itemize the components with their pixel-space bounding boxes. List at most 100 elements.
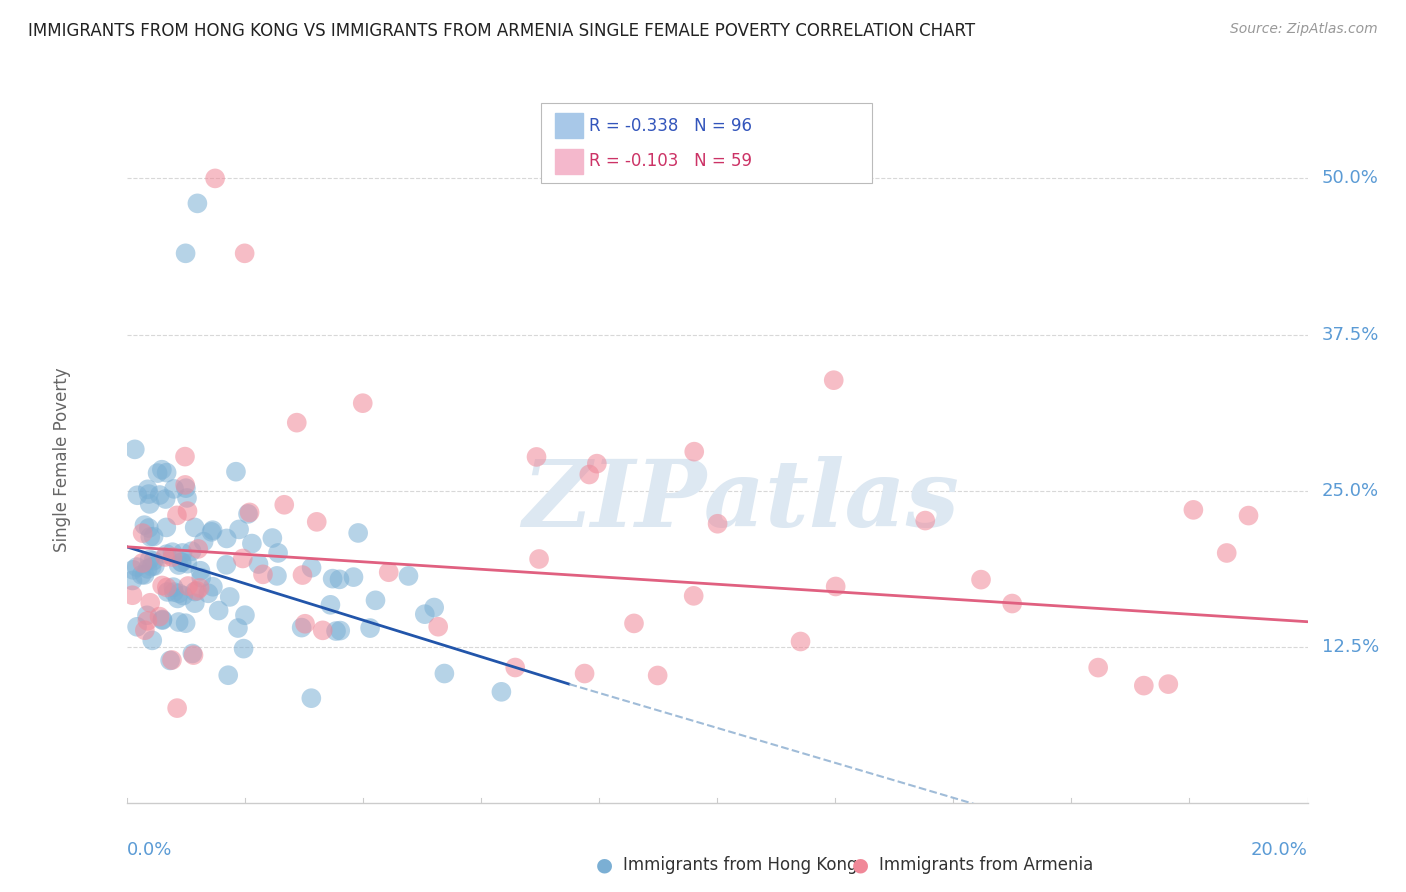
Text: 0.0%: 0.0% xyxy=(127,840,172,859)
Point xyxy=(139,596,162,610)
Point xyxy=(186,583,208,598)
Point xyxy=(201,523,224,537)
Point xyxy=(427,620,450,634)
Point xyxy=(319,598,342,612)
Point xyxy=(491,685,513,699)
Point xyxy=(162,550,184,565)
Point xyxy=(156,580,179,594)
Point xyxy=(138,487,160,501)
Point xyxy=(183,520,205,534)
Point xyxy=(153,549,176,564)
Point xyxy=(162,545,184,559)
Point xyxy=(138,552,160,566)
Text: ●: ● xyxy=(596,855,613,875)
Point xyxy=(586,457,609,471)
Point xyxy=(172,589,194,603)
Point xyxy=(155,491,177,506)
Text: 25.0%: 25.0% xyxy=(1322,482,1379,500)
Point xyxy=(131,526,153,541)
Point xyxy=(174,616,197,631)
Point xyxy=(159,653,181,667)
Point xyxy=(166,701,188,715)
Point xyxy=(134,518,156,533)
Point xyxy=(197,586,219,600)
Point xyxy=(186,196,208,211)
Point xyxy=(176,557,198,571)
Point xyxy=(181,647,204,661)
Point xyxy=(225,465,247,479)
Point xyxy=(325,624,347,638)
Point xyxy=(162,580,184,594)
Point xyxy=(527,552,550,566)
Point xyxy=(706,516,728,531)
Point xyxy=(122,563,145,577)
Point xyxy=(131,556,153,570)
Point xyxy=(176,504,198,518)
Point xyxy=(138,521,160,535)
Point xyxy=(377,565,399,579)
Point xyxy=(215,532,238,546)
Point xyxy=(136,483,159,497)
Point xyxy=(285,416,308,430)
Point xyxy=(150,463,173,477)
Point xyxy=(139,530,162,544)
Point xyxy=(125,560,148,574)
Text: Single Female Poverty: Single Female Poverty xyxy=(52,368,70,551)
Text: R = -0.338   N = 96: R = -0.338 N = 96 xyxy=(589,117,752,135)
Text: Immigrants from Armenia: Immigrants from Armenia xyxy=(879,856,1092,874)
Point xyxy=(190,564,212,578)
Point xyxy=(193,534,215,549)
Point xyxy=(574,666,596,681)
Point xyxy=(1087,660,1109,674)
Point xyxy=(152,613,174,627)
Point xyxy=(329,624,352,638)
Point xyxy=(232,551,254,566)
Point xyxy=(215,558,238,572)
Point xyxy=(174,478,197,492)
Point xyxy=(170,555,193,569)
Text: ●: ● xyxy=(852,855,869,875)
Point xyxy=(174,246,197,260)
Point xyxy=(190,571,212,585)
Point xyxy=(160,653,183,667)
Point xyxy=(124,442,146,457)
Point xyxy=(188,581,211,595)
Point xyxy=(167,558,190,572)
Point xyxy=(1182,503,1205,517)
Point xyxy=(328,572,350,586)
Point xyxy=(204,171,226,186)
Point xyxy=(184,584,207,599)
Point xyxy=(156,547,179,561)
Point xyxy=(187,541,209,556)
Point xyxy=(682,589,704,603)
Point xyxy=(174,450,197,464)
Point xyxy=(233,608,256,623)
Point xyxy=(141,633,163,648)
Point xyxy=(201,580,224,594)
Text: 12.5%: 12.5% xyxy=(1322,638,1379,656)
Text: ZIPatlas: ZIPatlas xyxy=(522,456,959,546)
Point xyxy=(359,621,381,635)
Text: R = -0.103   N = 59: R = -0.103 N = 59 xyxy=(589,153,752,170)
Point xyxy=(138,497,160,511)
Text: 20.0%: 20.0% xyxy=(1251,840,1308,859)
Point xyxy=(423,600,446,615)
Point xyxy=(208,603,231,617)
Point xyxy=(267,546,290,560)
Point xyxy=(142,530,165,544)
Point xyxy=(127,620,149,634)
Point xyxy=(183,648,205,662)
Point xyxy=(156,466,179,480)
Point xyxy=(218,590,240,604)
Point xyxy=(134,624,156,638)
Point xyxy=(136,608,159,623)
Point xyxy=(291,621,314,635)
Point xyxy=(152,612,174,626)
Point xyxy=(149,488,172,502)
Point xyxy=(623,616,645,631)
Point xyxy=(526,450,548,464)
Point xyxy=(184,596,207,610)
Point xyxy=(226,621,249,635)
Point xyxy=(789,634,811,648)
Point xyxy=(823,373,845,387)
